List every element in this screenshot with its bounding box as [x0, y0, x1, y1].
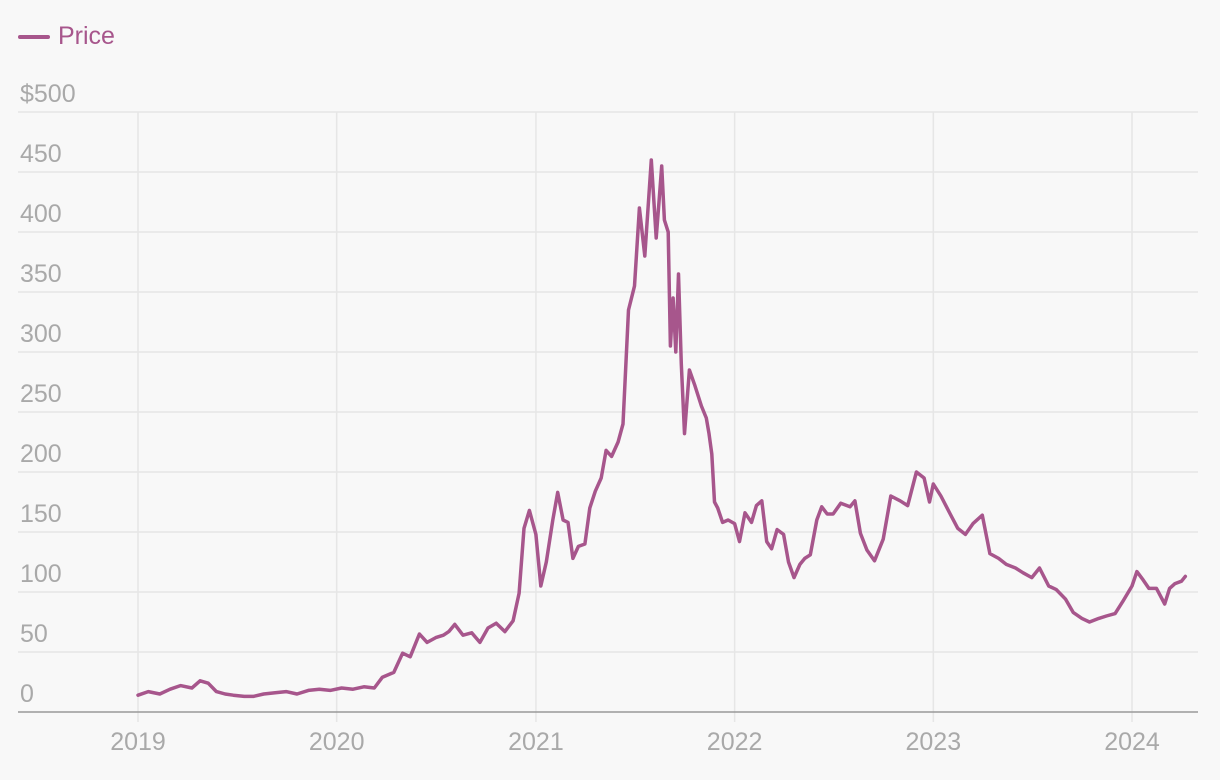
legend: Price [18, 22, 115, 51]
x-tick-label: 2023 [905, 728, 961, 756]
x-tick-label: 2024 [1104, 728, 1160, 756]
y-tick-label: 250 [20, 380, 62, 408]
y-tick-label: 50 [20, 620, 48, 648]
x-tick-label: 2022 [707, 728, 763, 756]
x-tick-label: 2021 [508, 728, 564, 756]
x-tick-label: 2019 [110, 728, 166, 756]
y-tick-label: 0 [20, 680, 34, 708]
legend-swatch [18, 34, 50, 39]
x-tick-label: 2020 [309, 728, 365, 756]
series-layer [136, 158, 1188, 699]
series-line-price [136, 158, 1188, 699]
y-gridlines [18, 111, 1198, 653]
y-tick-label: 350 [20, 260, 62, 288]
y-tick-labels: 0 50 100 150 200 250 300 350 400 450 $500 [20, 80, 76, 708]
legend-label: Price [58, 22, 115, 50]
x-gridlines [137, 112, 1133, 722]
y-tick-label: $500 [20, 80, 76, 108]
y-tick-label: 450 [20, 140, 62, 168]
y-tick-label: 400 [20, 200, 62, 228]
y-tick-label: 200 [20, 440, 62, 468]
y-tick-label: 150 [20, 500, 62, 528]
y-tick-label: 300 [20, 320, 62, 348]
x-tick-labels: 2019 2020 2021 2022 2023 2024 [110, 728, 1160, 756]
y-tick-label: 100 [20, 560, 62, 588]
